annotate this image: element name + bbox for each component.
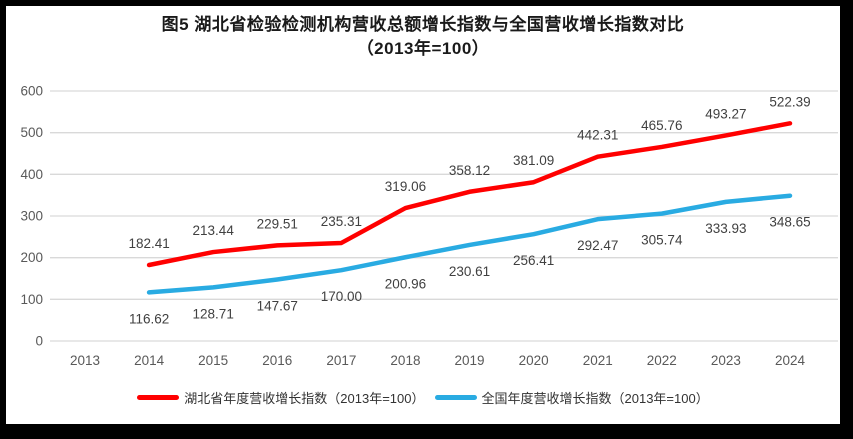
y-axis-tick-label: 100 — [20, 292, 43, 307]
y-axis-tick-label: 600 — [20, 84, 43, 99]
y-axis-tick-label: 300 — [20, 209, 43, 224]
data-label-series-0: 442.31 — [577, 128, 618, 143]
x-axis-tick-label: 2015 — [198, 353, 228, 368]
x-axis-tick-label: 2021 — [583, 353, 613, 368]
x-axis-tick-label: 2024 — [775, 353, 806, 368]
x-axis-tick-label: 2022 — [647, 353, 677, 368]
chart-title-line2: （2013年=100） — [356, 39, 490, 58]
data-label-series-0: 319.06 — [385, 179, 426, 194]
legend-item-hubei[interactable]: 湖北省年度营收增长指数（2013年=100） — [137, 388, 425, 407]
y-axis-tick-label: 500 — [20, 125, 43, 140]
y-axis-tick-label: 0 — [35, 334, 43, 349]
chart-title-line1: 图5 湖北省检验检测机构营收总额增长指数与全国营收增长指数对比 — [161, 15, 685, 34]
data-label-series-1: 200.96 — [385, 276, 426, 291]
y-axis-tick-label: 400 — [20, 167, 43, 182]
data-label-series-1: 116.62 — [129, 311, 169, 326]
chart-legend: 湖北省年度营收增长指数（2013年=100） 全国年度营收增长指数（2013年=… — [6, 388, 840, 407]
legend-swatch-blue-line — [434, 395, 477, 400]
data-label-series-1: 256.41 — [513, 253, 554, 268]
data-label-series-0: 465.76 — [641, 118, 682, 133]
data-label-series-1: 333.93 — [705, 221, 746, 236]
x-axis-tick-label: 2017 — [326, 353, 356, 368]
data-label-series-1: 305.74 — [641, 233, 683, 248]
legend-label-hubei: 湖北省年度营收增长指数（2013年=100） — [184, 391, 425, 406]
data-label-series-1: 170.00 — [321, 289, 362, 304]
x-axis-tick-label: 2018 — [390, 353, 420, 368]
data-label-series-0: 522.39 — [769, 94, 810, 109]
data-label-series-1: 147.67 — [257, 298, 298, 313]
x-axis-tick-label: 2014 — [134, 353, 165, 368]
series-line-0 — [146, 121, 793, 268]
x-axis-tick-label: 2019 — [455, 353, 485, 368]
data-label-series-0: 381.09 — [513, 153, 554, 168]
chart-title: 图5 湖北省检验检测机构营收总额增长指数与全国营收增长指数对比 （2013年=1… — [6, 13, 840, 61]
data-label-series-0: 229.51 — [257, 216, 298, 231]
x-axis-tick-label: 2016 — [262, 353, 292, 368]
legend-item-national[interactable]: 全国年度营收增长指数（2013年=100） — [434, 388, 709, 407]
data-label-series-0: 493.27 — [705, 106, 746, 121]
data-label-series-0: 235.31 — [321, 214, 362, 229]
plot-area: 0 100 200 300 400 500 600 2013 2014 2015 2016 2017 2… — [20, 84, 838, 368]
data-label-series-1: 128.71 — [193, 306, 234, 321]
series-line-1 — [146, 193, 793, 295]
x-axis-tick-label: 2020 — [519, 353, 549, 368]
chart-canvas: 图5 湖北省检验检测机构营收总额增长指数与全国营收增长指数对比 （2013年=1… — [6, 6, 840, 424]
x-axis-tick-label: 2013 — [70, 353, 100, 368]
y-axis-tick-label: 200 — [20, 250, 43, 265]
legend-label-national: 全国年度营收增长指数（2013年=100） — [481, 391, 709, 406]
data-label-series-0: 213.44 — [193, 223, 235, 238]
data-label-series-1: 348.65 — [769, 215, 810, 230]
x-axis-tick-label: 2023 — [711, 353, 741, 368]
legend-swatch-red-line — [137, 395, 180, 400]
data-label-series-0: 358.12 — [449, 163, 490, 178]
data-label-series-1: 292.47 — [577, 238, 618, 253]
data-label-series-1: 230.61 — [449, 264, 490, 279]
data-label-series-0: 182.41 — [128, 236, 169, 251]
